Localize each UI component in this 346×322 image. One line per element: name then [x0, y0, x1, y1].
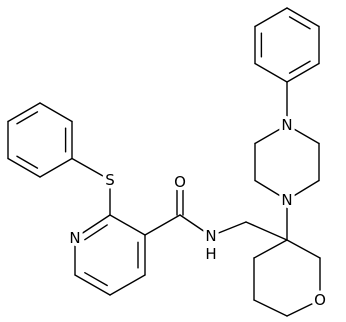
- bond: [39, 157, 73, 178]
- bond: [286, 299, 321, 317]
- bond: [288, 60, 311, 74]
- bond: [254, 124, 288, 145]
- bond: [74, 214, 111, 239]
- sulfur-atom: S: [105, 171, 115, 189]
- bond: [7, 157, 41, 178]
- bond: [286, 124, 320, 145]
- bond: [144, 214, 181, 236]
- bonds: [7, 7, 321, 317]
- bond: [74, 274, 111, 296]
- bond: [254, 62, 288, 83]
- bond: [286, 239, 321, 259]
- piperazine-nitrogen-top: N: [281, 116, 292, 134]
- carbonyl-oxygen: O: [174, 173, 186, 191]
- bond: [286, 7, 320, 28]
- oxane-oxygen: O: [314, 291, 326, 309]
- bond: [7, 102, 41, 123]
- amide-nitrogen: N: [205, 227, 216, 245]
- bond: [253, 239, 288, 259]
- bond: [109, 214, 146, 236]
- bond: [16, 111, 39, 125]
- bond: [253, 299, 288, 317]
- bond: [71, 157, 111, 181]
- bond: [84, 224, 108, 241]
- bond: [286, 62, 320, 83]
- bond: [109, 274, 146, 296]
- bond: [16, 155, 39, 169]
- bond: [245, 221, 288, 241]
- pyridine-nitrogen: N: [69, 229, 80, 247]
- bond: [210, 221, 247, 237]
- bond: [84, 272, 108, 287]
- bond: [288, 16, 311, 30]
- bond: [179, 214, 212, 237]
- amide-hydrogen: H: [205, 245, 216, 263]
- bond: [286, 179, 320, 201]
- piperazine-nitrogen-bottom: N: [281, 191, 292, 209]
- bond: [254, 179, 288, 201]
- bond: [39, 102, 73, 123]
- bond: [254, 7, 288, 28]
